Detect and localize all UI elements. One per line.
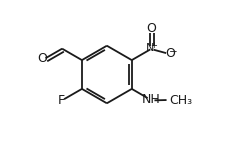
Text: O: O — [146, 22, 156, 35]
Text: CH₃: CH₃ — [169, 94, 192, 107]
Text: −: − — [169, 47, 178, 57]
Text: +: + — [151, 41, 158, 50]
Text: NH: NH — [142, 93, 160, 106]
Text: F: F — [58, 94, 65, 107]
Text: N: N — [146, 43, 155, 53]
Text: O: O — [37, 52, 47, 65]
Text: O: O — [165, 47, 175, 60]
